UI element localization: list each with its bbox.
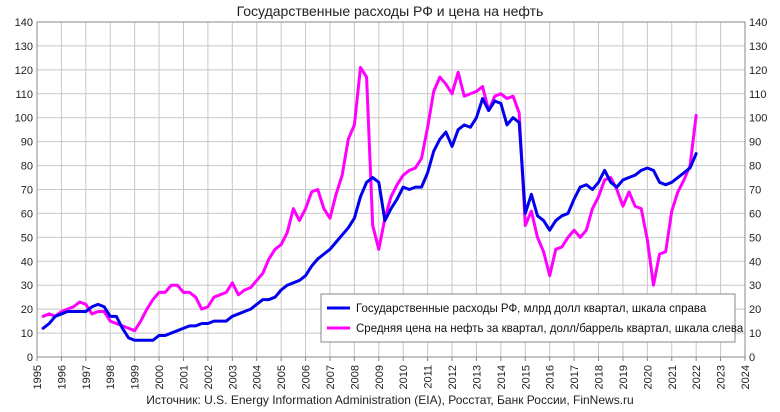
y-tick-label-left: 90	[21, 137, 33, 149]
y-tick-label-left: 120	[15, 65, 33, 77]
y-tick-label-right: 10	[749, 328, 761, 340]
x-tick-label: 2000	[154, 365, 166, 389]
series-line-gov-spending	[41, 97, 698, 342]
y-tick-label-right: 50	[749, 232, 761, 244]
chart-title: Государственные расходы РФ и цена на неф…	[237, 3, 544, 19]
x-tick-label: 2006	[301, 365, 313, 389]
y-tick-label-right: 130	[749, 41, 767, 53]
x-tick-label: 2016	[545, 365, 557, 389]
y-tick-label-left: 80	[21, 161, 33, 173]
x-tick-label: 1999	[130, 365, 142, 389]
x-tick-label: 2013	[471, 365, 483, 389]
y-tick-label-left: 100	[15, 113, 33, 125]
x-tick-label: 2021	[667, 365, 679, 389]
y-tick-label-right: 20	[749, 304, 761, 316]
y-tick-label-right: 70	[749, 185, 761, 197]
y-tick-label-right: 110	[749, 89, 767, 101]
x-tick-label: 2015	[520, 365, 532, 389]
x-tick-label: 2024	[740, 365, 752, 389]
x-tick-label: 2022	[691, 365, 703, 389]
y-tick-label-right: 60	[749, 208, 761, 220]
y-tick-label-left: 60	[21, 208, 33, 220]
x-tick-label: 2011	[423, 365, 435, 389]
y-tick-label-left: 30	[21, 280, 33, 292]
x-tick-label: 1996	[56, 365, 68, 389]
y-tick-label-right: 40	[749, 256, 761, 268]
y-tick-label-left: 110	[15, 89, 33, 101]
x-tick-label: 2008	[349, 365, 361, 389]
y-tick-label-left: 10	[21, 328, 33, 340]
x-tick-label: 1995	[32, 365, 44, 389]
x-tick-label: 2007	[325, 365, 337, 389]
y-tick-label-left: 130	[15, 41, 33, 53]
x-tick-label: 2002	[203, 365, 215, 389]
y-tick-label-left: 20	[21, 304, 33, 316]
plot-area-frame	[36, 21, 746, 358]
series-line-oil-price	[41, 65, 698, 333]
x-tick-label: 2023	[716, 365, 728, 389]
y-tick-label-right: 100	[749, 113, 767, 125]
x-tick-label: 2010	[398, 365, 410, 389]
legend-box	[320, 293, 736, 343]
y-tick-label-left: 0	[27, 352, 33, 364]
x-tick-label: 1997	[81, 365, 93, 389]
x-tick-label: 2017	[569, 365, 581, 389]
x-tick-label: 2001	[178, 365, 190, 389]
legend-label-oil-price: Средняя цена на нефть за квартал, долл/б…	[356, 323, 744, 335]
legend-label-gov-spending: Государственные расходы РФ, млрд долл кв…	[356, 303, 707, 315]
chart-source: Источник: U.S. Energy Information Admini…	[146, 393, 633, 407]
x-tick-label: 2005	[276, 365, 288, 389]
x-tick-label: 2012	[447, 365, 459, 389]
y-tick-label-right: 140	[749, 17, 767, 29]
series-layer	[41, 65, 698, 342]
y-tick-label-left: 70	[21, 185, 33, 197]
y-tick-label-right: 30	[749, 280, 761, 292]
x-tick-label: 2009	[374, 365, 386, 389]
x-tick-label: 1998	[105, 365, 117, 389]
legend: Государственные расходы РФ, млрд долл кв…	[320, 293, 744, 343]
y-tick-label-right: 90	[749, 137, 761, 149]
y-tick-label-right: 120	[749, 65, 767, 77]
y-tick-label-left: 40	[21, 256, 33, 268]
x-tick-label: 2020	[642, 365, 654, 389]
x-tick-label: 2004	[252, 365, 264, 389]
y-tick-label-left: 140	[15, 17, 33, 29]
x-tick-label: 2018	[594, 365, 606, 389]
y-tick-label-right: 0	[749, 352, 755, 364]
x-tick-label: 2019	[618, 365, 630, 389]
y-tick-label-right: 80	[749, 161, 761, 173]
x-tick-label: 2003	[227, 365, 239, 389]
y-tick-label-left: 50	[21, 232, 33, 244]
x-tick-label: 2014	[496, 365, 508, 389]
